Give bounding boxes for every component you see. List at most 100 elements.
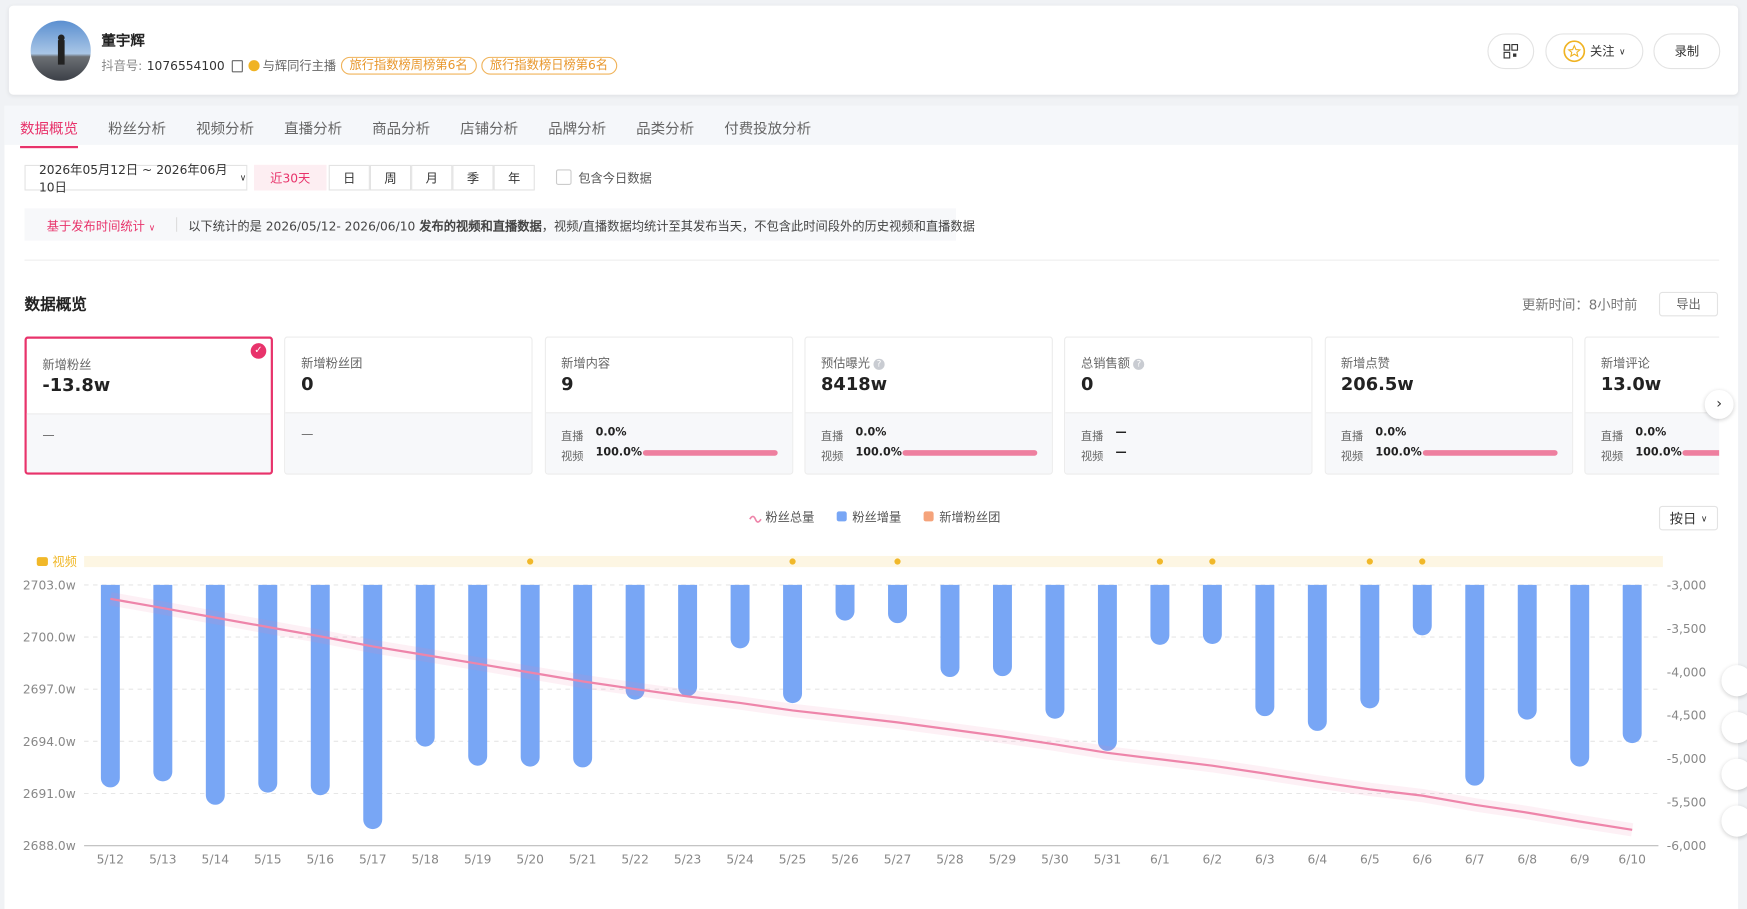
tool-help[interactable]: [1721, 758, 1747, 790]
metric-card[interactable]: 预估曝光? 8418w 直播 0.0% 视频 100.0%: [804, 336, 1053, 475]
x-tick-label: 5/24: [726, 852, 754, 866]
card-label: 预估曝光?: [821, 354, 885, 372]
tab[interactable]: 品类分析: [636, 121, 695, 139]
bar: [1465, 584, 1485, 786]
bar: [678, 584, 698, 697]
line-glow: [109, 592, 1634, 837]
y-tick-label: 2700.0w: [23, 631, 76, 645]
record-button[interactable]: 录制: [1653, 33, 1721, 70]
copy-icon[interactable]: [231, 59, 243, 72]
x-tick-label: 5/12: [97, 852, 125, 866]
metric-card[interactable]: 新增评论 13.0w 直播 0.0% 视频 100.0%: [1584, 336, 1720, 475]
preset[interactable]: 日: [328, 164, 370, 191]
x-tick-label: 6/8: [1517, 852, 1537, 866]
preset[interactable]: 近30天: [254, 164, 327, 191]
update-time: 更新时间：8小时前: [1521, 297, 1638, 314]
bar: [992, 584, 1012, 677]
metric-card[interactable]: 总销售额? 0 直播 — 视频 —: [1064, 336, 1313, 475]
card-label-text: 总销售额: [1080, 356, 1130, 372]
video-marker: [789, 558, 796, 565]
notice-pre: 以下统计的是 2026/05/12- 2026/06/10: [188, 219, 420, 234]
notice-mode[interactable]: 基于发布时间统计 ∨: [46, 219, 156, 234]
preset[interactable]: 周: [369, 164, 412, 191]
tab[interactable]: 数据概览: [20, 117, 79, 149]
tool-wechat[interactable]: [1721, 805, 1747, 837]
bar: [783, 584, 803, 704]
tab[interactable]: 付费投放分析: [724, 121, 812, 139]
y2-tick-label: -4,500: [1667, 709, 1707, 723]
granularity-select[interactable]: 按日 ∨: [1658, 505, 1719, 531]
tab[interactable]: 店铺分析: [460, 121, 519, 139]
card-label-text: 新增点赞: [1340, 356, 1390, 372]
tab[interactable]: 粉丝分析: [108, 121, 167, 139]
row-value: 0.0%: [1375, 426, 1407, 439]
tool-mail[interactable]: [1721, 711, 1747, 744]
card-value: 9: [561, 373, 574, 395]
date-range: 2026年05月12日 ~ 2026年06月10日: [38, 162, 228, 195]
tab[interactable]: 商品分析: [372, 121, 431, 139]
id-label: 抖音号:: [101, 59, 143, 74]
side-tools: [1721, 665, 1747, 843]
x-tick-label: 5/16: [307, 852, 335, 866]
bar: [1097, 584, 1117, 751]
bar: [520, 584, 540, 767]
metric-card[interactable]: 新增内容 9 直播 0.0% 视频 100.0%: [544, 336, 793, 475]
tab[interactable]: 直播分析: [284, 121, 343, 139]
legend-label[interactable]: 新增粉丝团: [939, 509, 1000, 524]
y2-tick-label: -5,500: [1667, 796, 1707, 810]
x-tick-label: 5/30: [1041, 852, 1069, 866]
checkbox[interactable]: [555, 169, 572, 185]
bar: [1622, 584, 1642, 744]
legend-label[interactable]: 粉丝增量: [852, 509, 901, 524]
avatar: [30, 20, 91, 81]
tool-phone[interactable]: [1721, 665, 1747, 697]
card-label-text: 新增评论: [1600, 356, 1650, 372]
card-label: 新增评论: [1601, 354, 1650, 372]
card-label-text: 新增粉丝: [42, 357, 92, 373]
qr-button[interactable]: [1487, 33, 1535, 70]
x-tick-label: 6/5: [1360, 852, 1380, 866]
metric-card[interactable]: 新增粉丝 -13.8w ✓ —: [24, 336, 273, 475]
bar: [415, 584, 435, 747]
share-bar: [1682, 450, 1720, 456]
bar: [573, 584, 593, 768]
bar: [1412, 584, 1432, 636]
next-arrow[interactable]: ›: [1704, 389, 1734, 419]
video-track-icon: [36, 557, 48, 566]
card-label-text: 预估曝光: [821, 356, 871, 372]
tab[interactable]: 品牌分析: [548, 121, 607, 139]
legend-label[interactable]: 粉丝总量: [765, 509, 814, 524]
y-tick-label: 2703.0w: [23, 578, 76, 592]
card-lower: [805, 412, 1052, 474]
profile-header: 董宇辉 抖音号: 1076554100 与辉同行主播 旅行指数榜周榜第6名 旅行指…: [8, 5, 1739, 95]
row-value: —: [1115, 446, 1127, 460]
preset[interactable]: 年: [493, 164, 535, 191]
y2-tick-label: -3,500: [1667, 622, 1707, 636]
metric-card[interactable]: 新增粉丝团 0 —: [284, 336, 533, 475]
x-tick-label: 6/1: [1150, 852, 1170, 866]
y-tick-label: 2688.0w: [23, 839, 76, 853]
x-tick-label: 5/19: [464, 852, 492, 866]
tab[interactable]: 视频分析: [196, 121, 255, 139]
follow-label: 关注: [1589, 44, 1615, 60]
row-value: 0.0%: [595, 426, 627, 439]
x-tick-label: 5/31: [1094, 852, 1122, 866]
share-bar: [902, 450, 1038, 456]
follow-button[interactable]: 关注 ∨: [1545, 33, 1644, 70]
y-tick-label: 2694.0w: [23, 735, 76, 749]
line: [110, 597, 1633, 831]
y-tick-label: 2691.0w: [23, 787, 76, 801]
preset[interactable]: 月: [411, 164, 453, 191]
bar: [1255, 584, 1275, 717]
x-tick-label: 6/10: [1618, 852, 1646, 866]
bar: [258, 584, 278, 793]
preset[interactable]: 季: [452, 164, 494, 191]
bar: [205, 584, 225, 805]
share-bar: [1422, 450, 1558, 456]
row-label: 视频: [1340, 451, 1364, 464]
metric-card[interactable]: 新增点赞 206.5w 直播 0.0% 视频 100.0%: [1324, 336, 1573, 475]
export-button[interactable]: 导出: [1658, 291, 1719, 317]
card-lower: [1325, 412, 1572, 474]
date-picker[interactable]: 2026年05月12日 ~ 2026年06月10日 ∨: [24, 162, 248, 194]
